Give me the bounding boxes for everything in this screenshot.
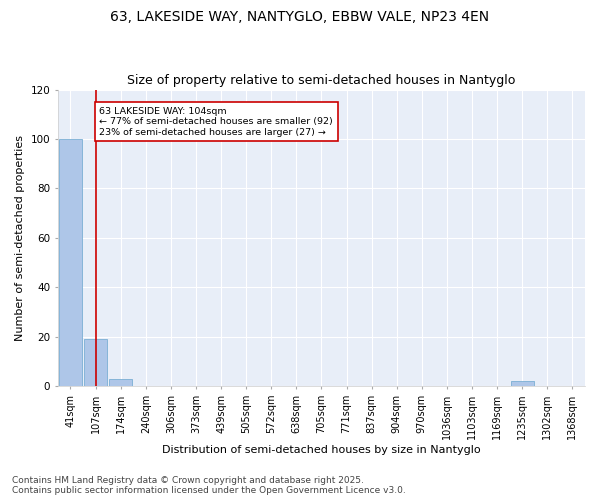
X-axis label: Distribution of semi-detached houses by size in Nantyglo: Distribution of semi-detached houses by …: [162, 445, 481, 455]
Bar: [109, 379, 132, 386]
Bar: [84, 340, 107, 386]
Bar: [59, 139, 82, 386]
Title: Size of property relative to semi-detached houses in Nantyglo: Size of property relative to semi-detach…: [127, 74, 515, 87]
Text: 63 LAKESIDE WAY: 104sqm
← 77% of semi-detached houses are smaller (92)
23% of se: 63 LAKESIDE WAY: 104sqm ← 77% of semi-de…: [100, 107, 333, 136]
Text: Contains HM Land Registry data © Crown copyright and database right 2025.
Contai: Contains HM Land Registry data © Crown c…: [12, 476, 406, 495]
Text: 63, LAKESIDE WAY, NANTYGLO, EBBW VALE, NP23 4EN: 63, LAKESIDE WAY, NANTYGLO, EBBW VALE, N…: [110, 10, 490, 24]
Bar: [511, 382, 533, 386]
Y-axis label: Number of semi-detached properties: Number of semi-detached properties: [15, 135, 25, 341]
